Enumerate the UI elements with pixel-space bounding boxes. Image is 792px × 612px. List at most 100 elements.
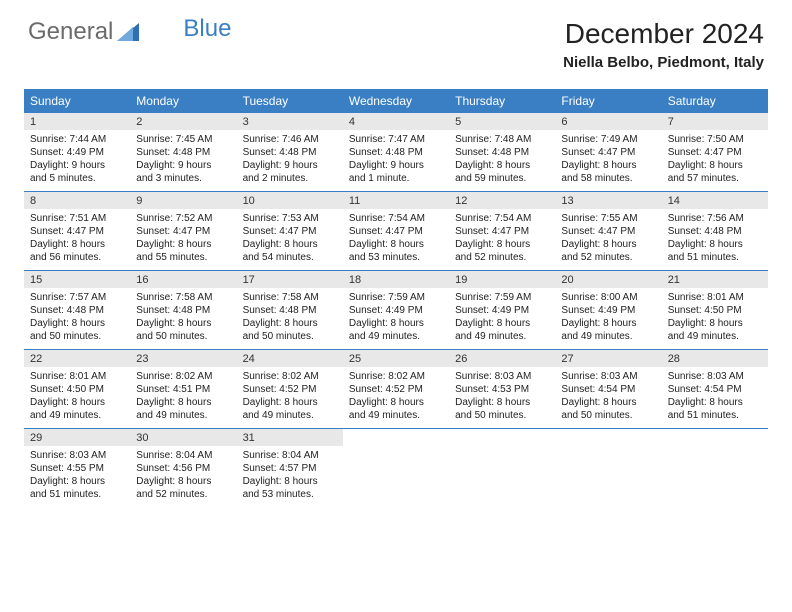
calendar-day-cell: 29Sunrise: 8:03 AMSunset: 4:55 PMDayligh…: [24, 429, 130, 507]
calendar-day-cell: 24Sunrise: 8:02 AMSunset: 4:52 PMDayligh…: [237, 350, 343, 428]
sunset-text: Sunset: 4:47 PM: [561, 146, 655, 159]
calendar-day-cell: 13Sunrise: 7:55 AMSunset: 4:47 PMDayligh…: [555, 192, 661, 270]
daylight-text: Daylight: 8 hours and 49 minutes.: [668, 317, 762, 343]
calendar-day-body: Sunrise: 7:44 AMSunset: 4:49 PMDaylight:…: [24, 130, 130, 191]
calendar-day-cell: [662, 429, 768, 507]
calendar-day-cell: [343, 429, 449, 507]
daylight-text: Daylight: 8 hours and 53 minutes.: [243, 475, 337, 501]
calendar-day-number: 1: [24, 113, 130, 130]
calendar-day-cell: 25Sunrise: 8:02 AMSunset: 4:52 PMDayligh…: [343, 350, 449, 428]
calendar-day-number: 5: [449, 113, 555, 130]
calendar-day-number: 9: [130, 192, 236, 209]
calendar-day-body: [343, 447, 449, 501]
sunrise-text: Sunrise: 7:54 AM: [455, 212, 549, 225]
calendar-day-cell: 11Sunrise: 7:54 AMSunset: 4:47 PMDayligh…: [343, 192, 449, 270]
calendar-day-number: 10: [237, 192, 343, 209]
daylight-text: Daylight: 8 hours and 52 minutes.: [455, 238, 549, 264]
sunset-text: Sunset: 4:49 PM: [455, 304, 549, 317]
daylight-text: Daylight: 8 hours and 57 minutes.: [668, 159, 762, 185]
sunset-text: Sunset: 4:47 PM: [136, 225, 230, 238]
calendar-day-cell: 7Sunrise: 7:50 AMSunset: 4:47 PMDaylight…: [662, 113, 768, 191]
calendar-day-body: Sunrise: 8:03 AMSunset: 4:53 PMDaylight:…: [449, 367, 555, 428]
calendar-day-body: Sunrise: 7:58 AMSunset: 4:48 PMDaylight:…: [130, 288, 236, 349]
daylight-text: Daylight: 8 hours and 49 minutes.: [30, 396, 124, 422]
calendar-day-number: 2: [130, 113, 236, 130]
calendar-day-cell: 26Sunrise: 8:03 AMSunset: 4:53 PMDayligh…: [449, 350, 555, 428]
calendar-dayheader-cell: Tuesday: [237, 89, 343, 113]
daylight-text: Daylight: 8 hours and 51 minutes.: [668, 396, 762, 422]
calendar-day-number: 23: [130, 350, 236, 367]
calendar-day-cell: 23Sunrise: 8:02 AMSunset: 4:51 PMDayligh…: [130, 350, 236, 428]
calendar-day-number: 21: [662, 271, 768, 288]
sunset-text: Sunset: 4:49 PM: [349, 304, 443, 317]
daylight-text: Daylight: 9 hours and 5 minutes.: [30, 159, 124, 185]
daylight-text: Daylight: 9 hours and 2 minutes.: [243, 159, 337, 185]
sunrise-text: Sunrise: 8:03 AM: [30, 449, 124, 462]
calendar-day-cell: 8Sunrise: 7:51 AMSunset: 4:47 PMDaylight…: [24, 192, 130, 270]
calendar-day-cell: 28Sunrise: 8:03 AMSunset: 4:54 PMDayligh…: [662, 350, 768, 428]
calendar-day-body: Sunrise: 8:02 AMSunset: 4:51 PMDaylight:…: [130, 367, 236, 428]
calendar-day-body: Sunrise: 8:04 AMSunset: 4:57 PMDaylight:…: [237, 446, 343, 507]
calendar-day-cell: 16Sunrise: 7:58 AMSunset: 4:48 PMDayligh…: [130, 271, 236, 349]
calendar-day-cell: [449, 429, 555, 507]
sunrise-text: Sunrise: 7:51 AM: [30, 212, 124, 225]
sunset-text: Sunset: 4:51 PM: [136, 383, 230, 396]
daylight-text: Daylight: 8 hours and 58 minutes.: [561, 159, 655, 185]
sunrise-text: Sunrise: 7:58 AM: [136, 291, 230, 304]
calendar: SundayMondayTuesdayWednesdayThursdayFrid…: [24, 89, 768, 507]
sunset-text: Sunset: 4:48 PM: [243, 304, 337, 317]
sunrise-text: Sunrise: 7:55 AM: [561, 212, 655, 225]
sunset-text: Sunset: 4:52 PM: [243, 383, 337, 396]
sunset-text: Sunset: 4:48 PM: [136, 304, 230, 317]
sunrise-text: Sunrise: 8:02 AM: [349, 370, 443, 383]
sunset-text: Sunset: 4:48 PM: [243, 146, 337, 159]
sunset-text: Sunset: 4:47 PM: [30, 225, 124, 238]
sunset-text: Sunset: 4:48 PM: [455, 146, 549, 159]
sunset-text: Sunset: 4:48 PM: [349, 146, 443, 159]
sunset-text: Sunset: 4:49 PM: [561, 304, 655, 317]
daylight-text: Daylight: 8 hours and 50 minutes.: [561, 396, 655, 422]
calendar-day-cell: 2Sunrise: 7:45 AMSunset: 4:48 PMDaylight…: [130, 113, 236, 191]
calendar-day-cell: 10Sunrise: 7:53 AMSunset: 4:47 PMDayligh…: [237, 192, 343, 270]
sunrise-text: Sunrise: 7:49 AM: [561, 133, 655, 146]
calendar-day-number: 22: [24, 350, 130, 367]
calendar-day-cell: 1Sunrise: 7:44 AMSunset: 4:49 PMDaylight…: [24, 113, 130, 191]
daylight-text: Daylight: 8 hours and 50 minutes.: [136, 317, 230, 343]
calendar-day-number: [343, 429, 449, 447]
daylight-text: Daylight: 8 hours and 51 minutes.: [668, 238, 762, 264]
calendar-day-cell: 20Sunrise: 8:00 AMSunset: 4:49 PMDayligh…: [555, 271, 661, 349]
sunset-text: Sunset: 4:50 PM: [30, 383, 124, 396]
page-header: General Blue December 2024 Niella Belbo,…: [0, 0, 792, 81]
calendar-day-number: 30: [130, 429, 236, 446]
calendar-day-body: Sunrise: 8:02 AMSunset: 4:52 PMDaylight:…: [343, 367, 449, 428]
calendar-week-row: 22Sunrise: 8:01 AMSunset: 4:50 PMDayligh…: [24, 349, 768, 428]
calendar-day-body: Sunrise: 7:57 AMSunset: 4:48 PMDaylight:…: [24, 288, 130, 349]
calendar-dayheader-cell: Friday: [555, 89, 661, 113]
sunset-text: Sunset: 4:54 PM: [561, 383, 655, 396]
sunset-text: Sunset: 4:50 PM: [668, 304, 762, 317]
sunrise-text: Sunrise: 7:56 AM: [668, 212, 762, 225]
calendar-day-body: Sunrise: 8:03 AMSunset: 4:54 PMDaylight:…: [662, 367, 768, 428]
calendar-day-body: Sunrise: 7:46 AMSunset: 4:48 PMDaylight:…: [237, 130, 343, 191]
sunset-text: Sunset: 4:57 PM: [243, 462, 337, 475]
sunset-text: Sunset: 4:53 PM: [455, 383, 549, 396]
daylight-text: Daylight: 8 hours and 50 minutes.: [243, 317, 337, 343]
calendar-dayheader-cell: Wednesday: [343, 89, 449, 113]
sunrise-text: Sunrise: 7:57 AM: [30, 291, 124, 304]
calendar-day-body: Sunrise: 8:03 AMSunset: 4:55 PMDaylight:…: [24, 446, 130, 507]
sunrise-text: Sunrise: 7:53 AM: [243, 212, 337, 225]
sunrise-text: Sunrise: 7:52 AM: [136, 212, 230, 225]
calendar-day-cell: 18Sunrise: 7:59 AMSunset: 4:49 PMDayligh…: [343, 271, 449, 349]
calendar-day-number: 17: [237, 271, 343, 288]
calendar-day-body: Sunrise: 7:48 AMSunset: 4:48 PMDaylight:…: [449, 130, 555, 191]
calendar-day-body: [662, 447, 768, 501]
sunset-text: Sunset: 4:48 PM: [30, 304, 124, 317]
calendar-day-cell: 22Sunrise: 8:01 AMSunset: 4:50 PMDayligh…: [24, 350, 130, 428]
daylight-text: Daylight: 8 hours and 50 minutes.: [455, 396, 549, 422]
calendar-day-body: Sunrise: 7:59 AMSunset: 4:49 PMDaylight:…: [343, 288, 449, 349]
location-text: Niella Belbo, Piedmont, Italy: [563, 54, 764, 71]
calendar-day-number: 29: [24, 429, 130, 446]
calendar-day-cell: 3Sunrise: 7:46 AMSunset: 4:48 PMDaylight…: [237, 113, 343, 191]
calendar-day-number: 4: [343, 113, 449, 130]
daylight-text: Daylight: 8 hours and 53 minutes.: [349, 238, 443, 264]
